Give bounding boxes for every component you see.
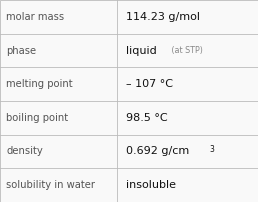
Text: 114.23 g/mol: 114.23 g/mol: [126, 12, 200, 22]
Text: density: density: [6, 146, 43, 157]
Text: 0.692 g/cm: 0.692 g/cm: [126, 146, 190, 157]
Text: – 107 °C: – 107 °C: [126, 79, 173, 89]
Text: molar mass: molar mass: [6, 12, 64, 22]
Text: solubility in water: solubility in water: [6, 180, 95, 190]
Text: liquid: liquid: [126, 45, 157, 56]
Text: melting point: melting point: [6, 79, 73, 89]
Text: 98.5 °C: 98.5 °C: [126, 113, 168, 123]
Text: insoluble: insoluble: [126, 180, 176, 190]
Text: phase: phase: [6, 45, 37, 56]
Text: boiling point: boiling point: [6, 113, 69, 123]
Text: 3: 3: [209, 145, 214, 154]
Text: (at STP): (at STP): [169, 46, 203, 55]
